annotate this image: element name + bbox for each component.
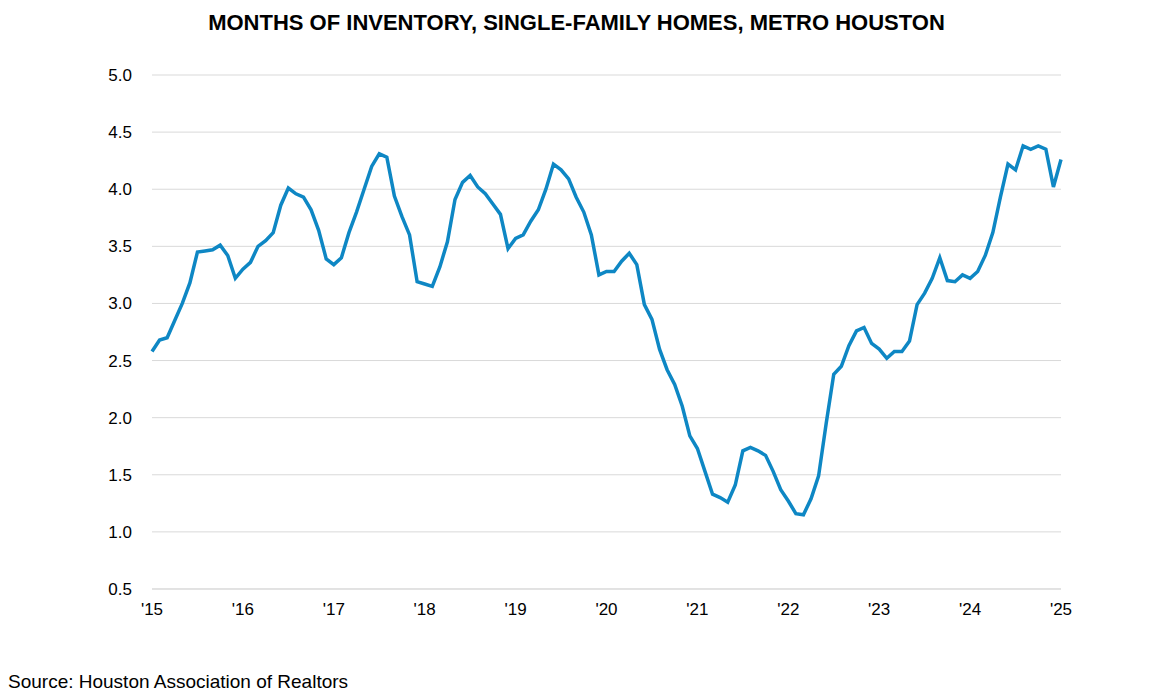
- svg-text:2.5: 2.5: [108, 352, 132, 371]
- svg-text:4.5: 4.5: [108, 123, 132, 142]
- svg-text:'17: '17: [323, 600, 345, 619]
- svg-text:1.0: 1.0: [108, 523, 132, 542]
- html-text:Source: Houston Association of: Source: Houston Association of Realtors: [8, 671, 349, 692]
- svg-text:2.0: 2.0: [108, 409, 132, 428]
- svg-text:'24: '24: [959, 600, 981, 619]
- svg-text:1.5: 1.5: [108, 466, 132, 485]
- svg-text:'22: '22: [777, 600, 799, 619]
- svg-text:'19: '19: [505, 600, 527, 619]
- svg-text:'16: '16: [232, 600, 254, 619]
- svg-text:5.0: 5.0: [108, 66, 132, 85]
- svg-text:'25: '25: [1050, 600, 1072, 619]
- svg-text:'15: '15: [141, 600, 163, 619]
- svg-text:'21: '21: [686, 600, 708, 619]
- svg-text:3.0: 3.0: [108, 294, 132, 313]
- svg-text:3.5: 3.5: [108, 237, 132, 256]
- svg-text:'23: '23: [868, 600, 890, 619]
- html-text:MONTHS OF INVENTORY, SINGLE-FA: MONTHS OF INVENTORY, SINGLE-FAMILY HOMES…: [208, 10, 945, 35]
- svg-text:4.0: 4.0: [108, 180, 132, 199]
- svg-text:'20: '20: [595, 600, 617, 619]
- svg-text:'18: '18: [414, 600, 436, 619]
- svg-text:0.5: 0.5: [108, 580, 132, 599]
